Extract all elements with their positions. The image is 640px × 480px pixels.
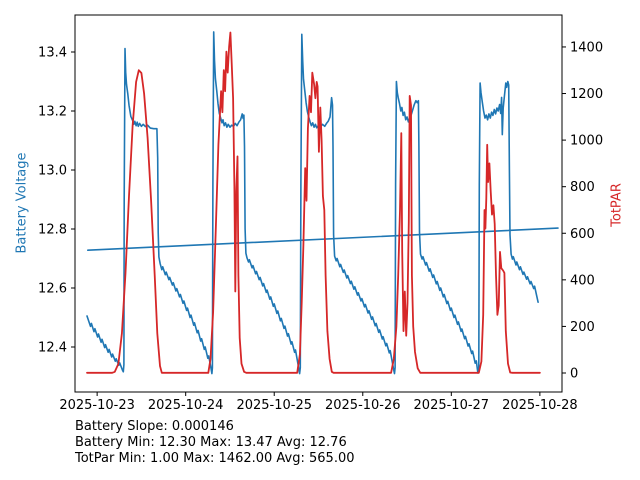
y-left-tick-label: 12.8 bbox=[38, 223, 67, 238]
y-left-tick-label: 12.4 bbox=[38, 341, 67, 356]
y-left-tick-label: 13.4 bbox=[38, 45, 67, 60]
stats-line-battery-minmax: Battery Min: 12.30 Max: 13.47 Avg: 12.76 bbox=[75, 435, 347, 450]
y-right-tick-label: 200 bbox=[570, 320, 595, 335]
y-right-tick-label: 1200 bbox=[570, 87, 603, 102]
plot-frame bbox=[74, 14, 563, 393]
left-axis-label: Battery Voltage bbox=[14, 152, 30, 254]
x-tick-label: 2025-10-27 bbox=[414, 398, 490, 413]
x-tick-label: 2025-10-23 bbox=[59, 398, 135, 413]
x-tick-label: 2025-10-24 bbox=[148, 398, 224, 413]
y-right-tick-label: 800 bbox=[570, 180, 595, 195]
y-right-tick-label: 0 bbox=[570, 366, 578, 381]
battery-trend-line bbox=[87, 227, 559, 251]
x-tick-label: 2025-10-25 bbox=[236, 398, 312, 413]
y-left-tick-label: 13.2 bbox=[38, 104, 67, 119]
y-right-tick-label: 1000 bbox=[570, 134, 603, 149]
stats-line-totpar-minmax: TotPar Min: 1.00 Max: 1462.00 Avg: 565.0… bbox=[75, 451, 355, 466]
stats-annotation: Battery Slope: 0.000146 Battery Min: 12.… bbox=[75, 419, 355, 467]
y-right-tick-label: 1400 bbox=[570, 40, 603, 55]
y-right-tick-label: 400 bbox=[570, 273, 595, 288]
y-right-tick-label: 600 bbox=[570, 227, 595, 242]
battery-voltage-line bbox=[86, 31, 539, 375]
right-axis-label: TotPAR bbox=[609, 183, 625, 227]
x-tick-label: 2025-10-28 bbox=[502, 398, 578, 413]
x-tick-label: 2025-10-26 bbox=[325, 398, 401, 413]
totpar-line bbox=[86, 31, 541, 374]
y-left-tick-label: 13.0 bbox=[38, 164, 67, 179]
y-left-tick-label: 12.6 bbox=[38, 282, 67, 297]
stats-line-battery-slope: Battery Slope: 0.000146 bbox=[75, 419, 234, 434]
